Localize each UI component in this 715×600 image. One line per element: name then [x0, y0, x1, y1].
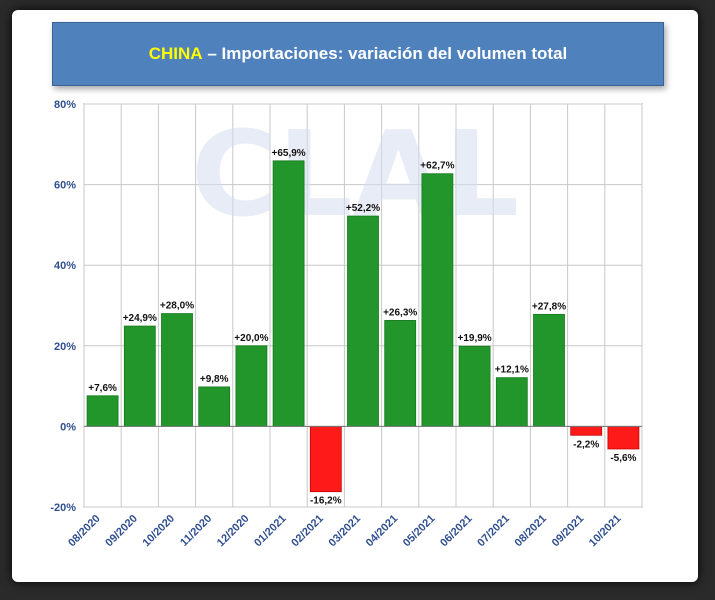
- x-tick-label: 10/2021: [587, 513, 624, 550]
- y-tick-label: 60%: [54, 180, 76, 192]
- bar: [458, 345, 491, 427]
- data-label: +27,8%: [532, 301, 566, 312]
- y-tick-label: 0%: [60, 421, 76, 433]
- x-tick-label: 02/2021: [289, 513, 326, 550]
- data-label: +26,3%: [383, 307, 417, 318]
- x-tick-label: 05/2021: [401, 513, 438, 550]
- bar: [309, 425, 342, 493]
- data-label: -5,6%: [610, 453, 636, 464]
- bar: [570, 425, 603, 436]
- bar: [533, 313, 565, 427]
- bar: [272, 160, 305, 427]
- bar: [161, 313, 193, 427]
- title-separator: –: [202, 44, 222, 63]
- bar: [347, 215, 379, 427]
- bar: [123, 325, 156, 427]
- x-tick-label: 03/2021: [327, 513, 364, 550]
- data-label: +28,0%: [160, 301, 194, 312]
- data-label: -16,2%: [310, 496, 342, 507]
- data-label: +52,2%: [346, 203, 380, 214]
- bar: [86, 395, 119, 427]
- x-tick-label: 10/2020: [141, 513, 178, 550]
- data-label: +24,9%: [123, 313, 157, 324]
- x-tick-label: 09/2021: [550, 513, 587, 550]
- data-label: +62,7%: [420, 161, 454, 172]
- x-tick-label: 08/2021: [513, 513, 550, 550]
- x-tick-label: 08/2020: [66, 513, 103, 550]
- bar: [421, 173, 454, 427]
- data-label: +20,0%: [234, 333, 268, 344]
- x-tick-label: 04/2021: [364, 513, 401, 550]
- data-label: +7,6%: [88, 383, 117, 394]
- data-label: -2,2%: [573, 439, 599, 450]
- title-country: CHINA: [148, 44, 203, 63]
- x-tick-label: 06/2021: [438, 513, 475, 550]
- bar: [198, 386, 231, 427]
- x-tick-label: 09/2020: [103, 513, 140, 550]
- data-label: +19,9%: [457, 333, 491, 344]
- bar: [495, 377, 528, 427]
- x-tick-label: 11/2020: [178, 513, 214, 549]
- data-label: +65,9%: [271, 148, 305, 159]
- data-label: +12,1%: [495, 365, 529, 376]
- y-tick-label: 80%: [54, 99, 76, 111]
- bar: [384, 320, 417, 427]
- x-tick-label: 07/2021: [475, 513, 512, 550]
- chart-title: CHINA – Importaciones: variación del vol…: [52, 22, 664, 86]
- y-tick-label: -20%: [50, 502, 76, 514]
- bar: [607, 425, 640, 450]
- y-tick-label: 40%: [54, 260, 76, 272]
- x-tick-label: 01/2021: [252, 513, 289, 550]
- data-label: +9,8%: [200, 374, 229, 385]
- y-tick-label: 20%: [54, 341, 76, 353]
- title-text: Importaciones: variación del volumen tot…: [221, 44, 568, 63]
- bar: [235, 345, 268, 427]
- x-tick-label: 12/2020: [215, 513, 252, 550]
